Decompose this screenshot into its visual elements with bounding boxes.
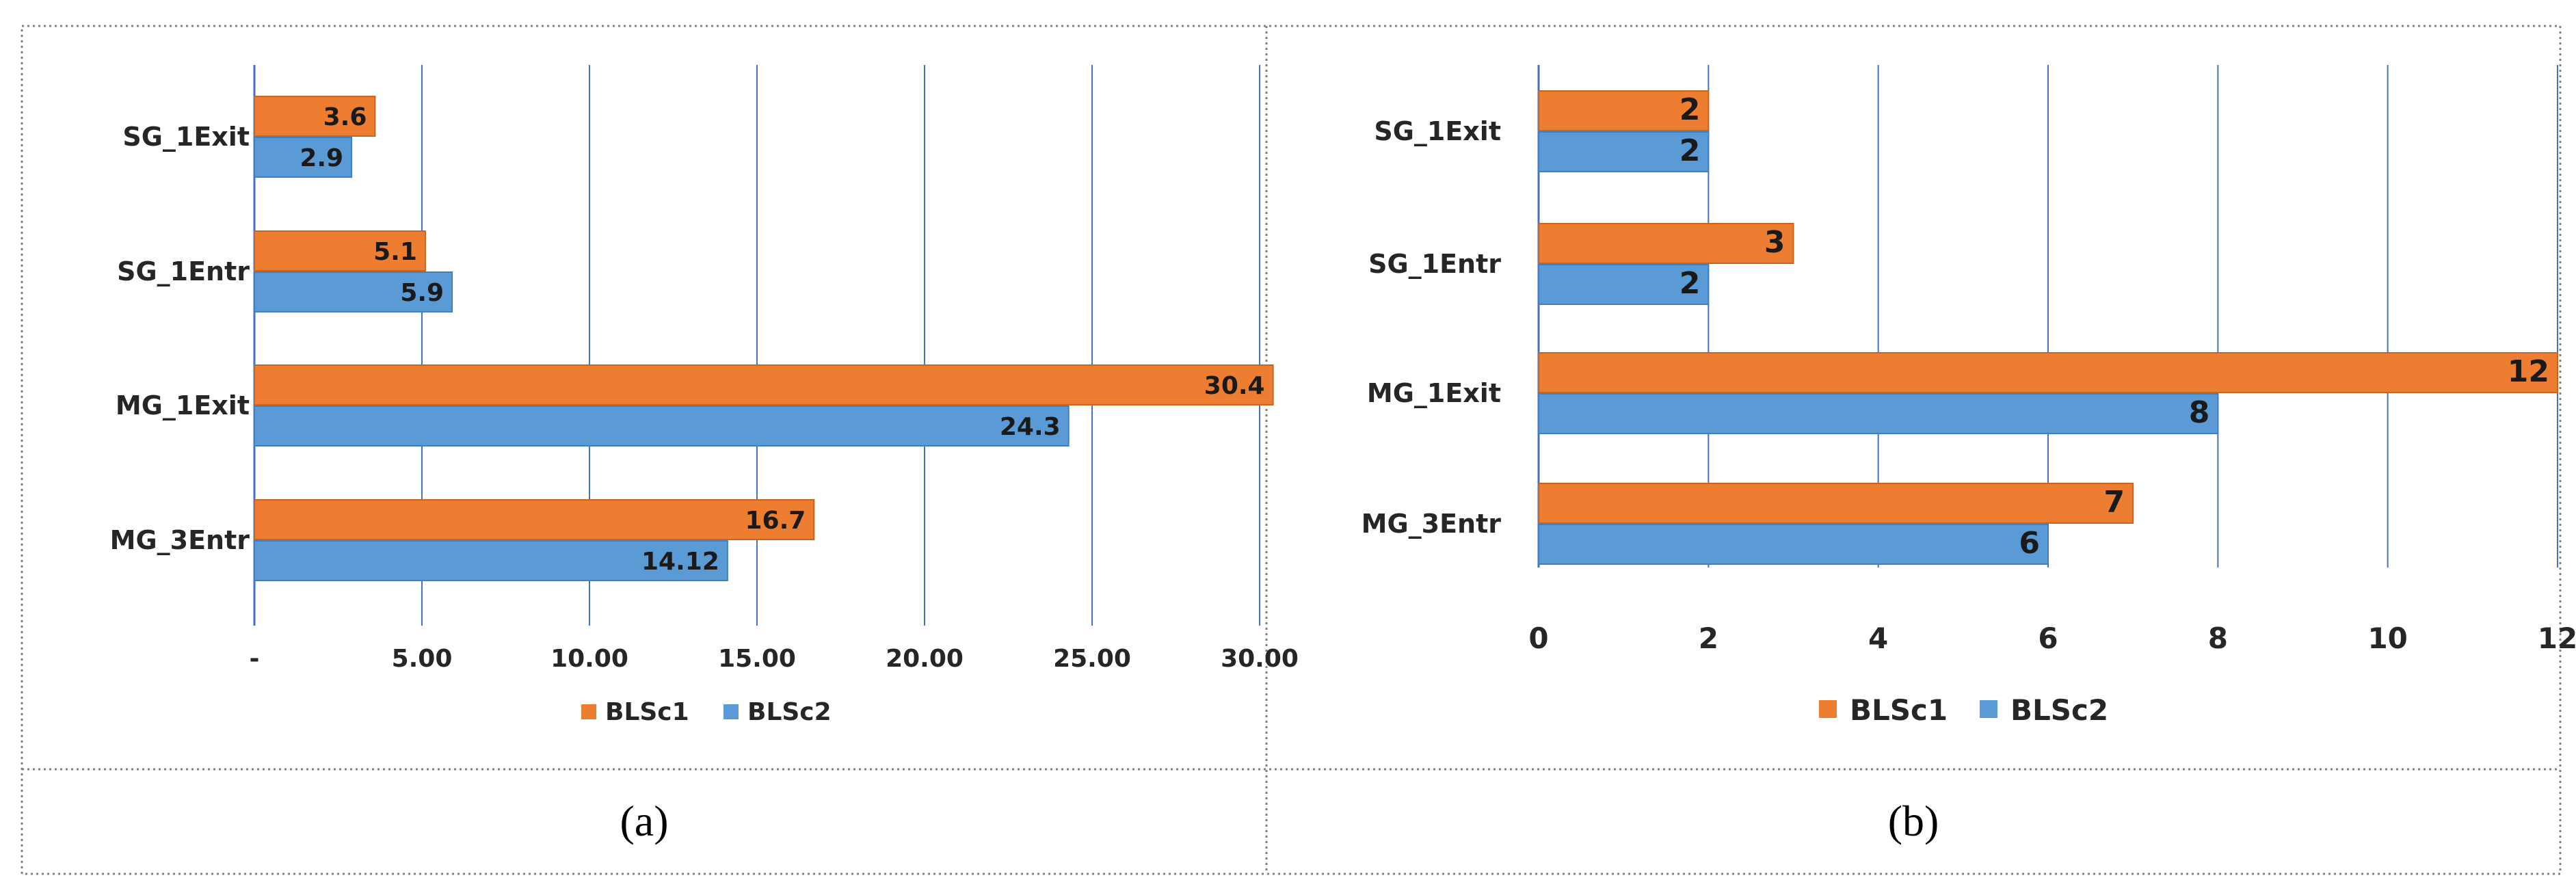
bar-b-blsc2-3 [1538,524,2049,565]
bar-b-blsc2-0 [1538,131,1710,172]
data-label-a-blsc1-2: 30.4 [1204,372,1265,400]
bar-a-blsc2-0 [254,137,353,178]
tick-label-b-1: 2 [1699,622,1718,655]
bar-a-blsc2-2 [254,405,1070,446]
category-label-a-0: SG_1Exit [122,122,250,152]
chart-a-category-labels: SG_1Exit SG_1Entr MG_1Exit MG_3Entr [110,122,250,555]
bar-b-blsc2-1 [1538,264,1710,305]
chart-a-legend: BLSc1 BLSc2 [581,698,832,726]
data-label-b-blsc2-0: 2 [1679,133,1701,168]
chart-b: SG_1Exit SG_1Entr MG_1Exit MG_3Entr 0 2 4 6 8 10… [1362,65,2576,727]
caption-a: (a) [620,797,668,845]
chart-a: SG_1Exit SG_1Entr MG_1Exit MG_3Entr - 5.00 10… [110,65,1299,726]
category-label-a-2: MG_1Exit [116,390,250,421]
category-label-a-1: SG_1Entr [117,256,250,286]
legend-a-label-series2: BLSc2 [747,698,832,726]
tick-label-a-3: 15.00 [718,645,796,673]
data-label-b-blsc1-3: 7 [2104,485,2125,520]
bar-a-blsc1-0 [254,96,376,137]
data-label-b-blsc1-0: 2 [1679,92,1701,127]
data-label-b-blsc2-1: 2 [1679,266,1701,301]
chart-a-bars [254,96,1274,581]
data-label-a-blsc1-1: 5.1 [373,238,417,266]
bar-b-blsc1-1 [1538,223,1794,264]
bar-b-blsc2-2 [1538,393,2219,434]
bar-a-blsc1-1 [254,230,426,271]
chart-b-bars [1538,90,2558,565]
caption-b: (b) [1888,797,1939,845]
category-label-b-0: SG_1Exit [1374,116,1501,146]
figure-frame [21,25,2562,875]
tick-label-b-3: 6 [2038,622,2058,655]
bar-a-blsc1-2 [254,364,1274,405]
tick-label-b-4: 8 [2208,622,2228,655]
bar-b-blsc1-0 [1538,90,1710,131]
chart-b-legend: BLSc1 BLSc2 [1819,693,2108,727]
tick-label-b-5: 10 [2367,622,2407,655]
legend-b-swatch-series2 [1980,700,1997,718]
tick-label-b-6: 12 [2538,622,2576,655]
tick-label-b-0: 0 [1528,622,1548,655]
tick-label-a-6: 30.00 [1221,645,1299,673]
bar-b-blsc1-3 [1538,483,2134,524]
legend-b-label-series1: BLSc1 [1850,693,1948,727]
chart-b-tick-labels: 0 2 4 6 8 10 12 [1528,622,2576,655]
chart-b-category-labels: SG_1Exit SG_1Entr MG_1Exit MG_3Entr [1362,116,1502,539]
data-label-a-blsc1-3: 16.7 [745,507,806,535]
category-label-b-3: MG_3Entr [1362,509,1502,539]
chart-a-tick-labels: - 5.00 10.00 15.00 20.00 25.00 30.00 [250,645,1299,673]
bar-a-blsc2-1 [254,271,453,312]
data-label-a-blsc2-3: 14.12 [641,548,719,576]
bar-a-blsc2-3 [254,540,728,581]
category-label-b-1: SG_1Entr [1368,249,1501,279]
data-label-a-blsc2-1: 5.9 [400,279,444,307]
data-label-b-blsc1-1: 3 [1764,225,1785,260]
data-label-a-blsc2-0: 2.9 [300,144,343,172]
chart-b-data-labels: 2 2 3 2 12 8 7 6 [1679,92,2549,561]
tick-label-a-0: - [250,645,260,673]
tick-label-a-1: 5.00 [392,645,453,673]
bar-b-blsc1-2 [1538,352,2558,393]
chart-a-data-labels: 3.6 2.9 5.1 5.9 30.4 24.3 16.7 14.12 [300,103,1264,576]
tick-label-a-4: 20.00 [886,645,964,673]
data-label-a-blsc2-2: 24.3 [1000,413,1061,441]
category-label-b-2: MG_1Exit [1367,378,1501,408]
tick-label-a-5: 25.00 [1053,645,1131,673]
data-label-b-blsc1-2: 12 [2508,354,2549,389]
bar-a-blsc1-3 [254,499,815,540]
legend-b-label-series2: BLSc2 [2010,693,2108,727]
tick-label-b-2: 4 [1868,622,1888,655]
legend-a-label-series1: BLSc1 [605,698,689,726]
data-label-b-blsc2-2: 8 [2189,395,2210,430]
legend-a-swatch-series1 [581,704,596,719]
data-label-b-blsc2-3: 6 [2019,526,2040,561]
legend-a-swatch-series2 [723,704,739,719]
data-label-a-blsc1-0: 3.6 [323,103,367,131]
category-label-a-3: MG_3Entr [110,525,250,555]
legend-b-swatch-series1 [1819,700,1837,718]
tick-label-a-2: 10.00 [550,645,628,673]
